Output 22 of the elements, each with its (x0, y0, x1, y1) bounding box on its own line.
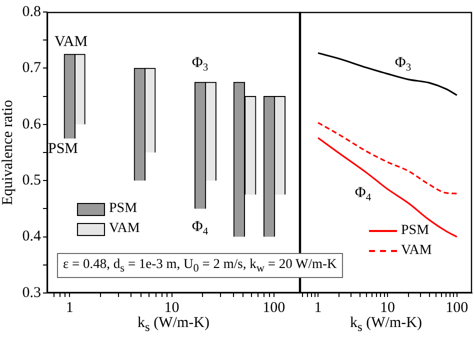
y-tick-label: 0.6 (22, 116, 42, 132)
annotation: ε = 0.48, d$_{s}$ = 1e-3 m, U$_{0}$ = 2 m/s, k$_{w}$ = 20 W/m-K (57, 253, 343, 278)
y-tick-label: 0.5 (22, 172, 41, 189)
annotation: VAM (54, 34, 88, 50)
x-tick-label: 100 (262, 300, 286, 316)
x-tick-label: 1 (66, 300, 74, 316)
x-tick-label: 10 (164, 300, 180, 316)
x-tick-label: 1 (314, 300, 322, 316)
x-axis-title: k$_{s}$ (W/m-K) (350, 315, 422, 335)
y-tick-label: 0.7 (22, 60, 42, 76)
x-axis-title: k$_{s}$ (W/m-K) (138, 315, 210, 335)
y-tick-label: 0.8 (22, 4, 41, 20)
x-tick-label: 100 (446, 300, 468, 316)
y-tick-label: 0.4 (22, 228, 42, 245)
legend-label: PSM (109, 201, 138, 218)
legend-label: VAM (109, 221, 140, 238)
x-tick-label: 10 (380, 300, 395, 316)
legend-label: VAM (401, 243, 432, 259)
y-axis-title: Equivalence ratio (0, 100, 17, 206)
legend-label: PSM (401, 223, 430, 239)
y-tick-label: 0.3 (22, 284, 41, 301)
annotation: PSM (48, 140, 78, 157)
